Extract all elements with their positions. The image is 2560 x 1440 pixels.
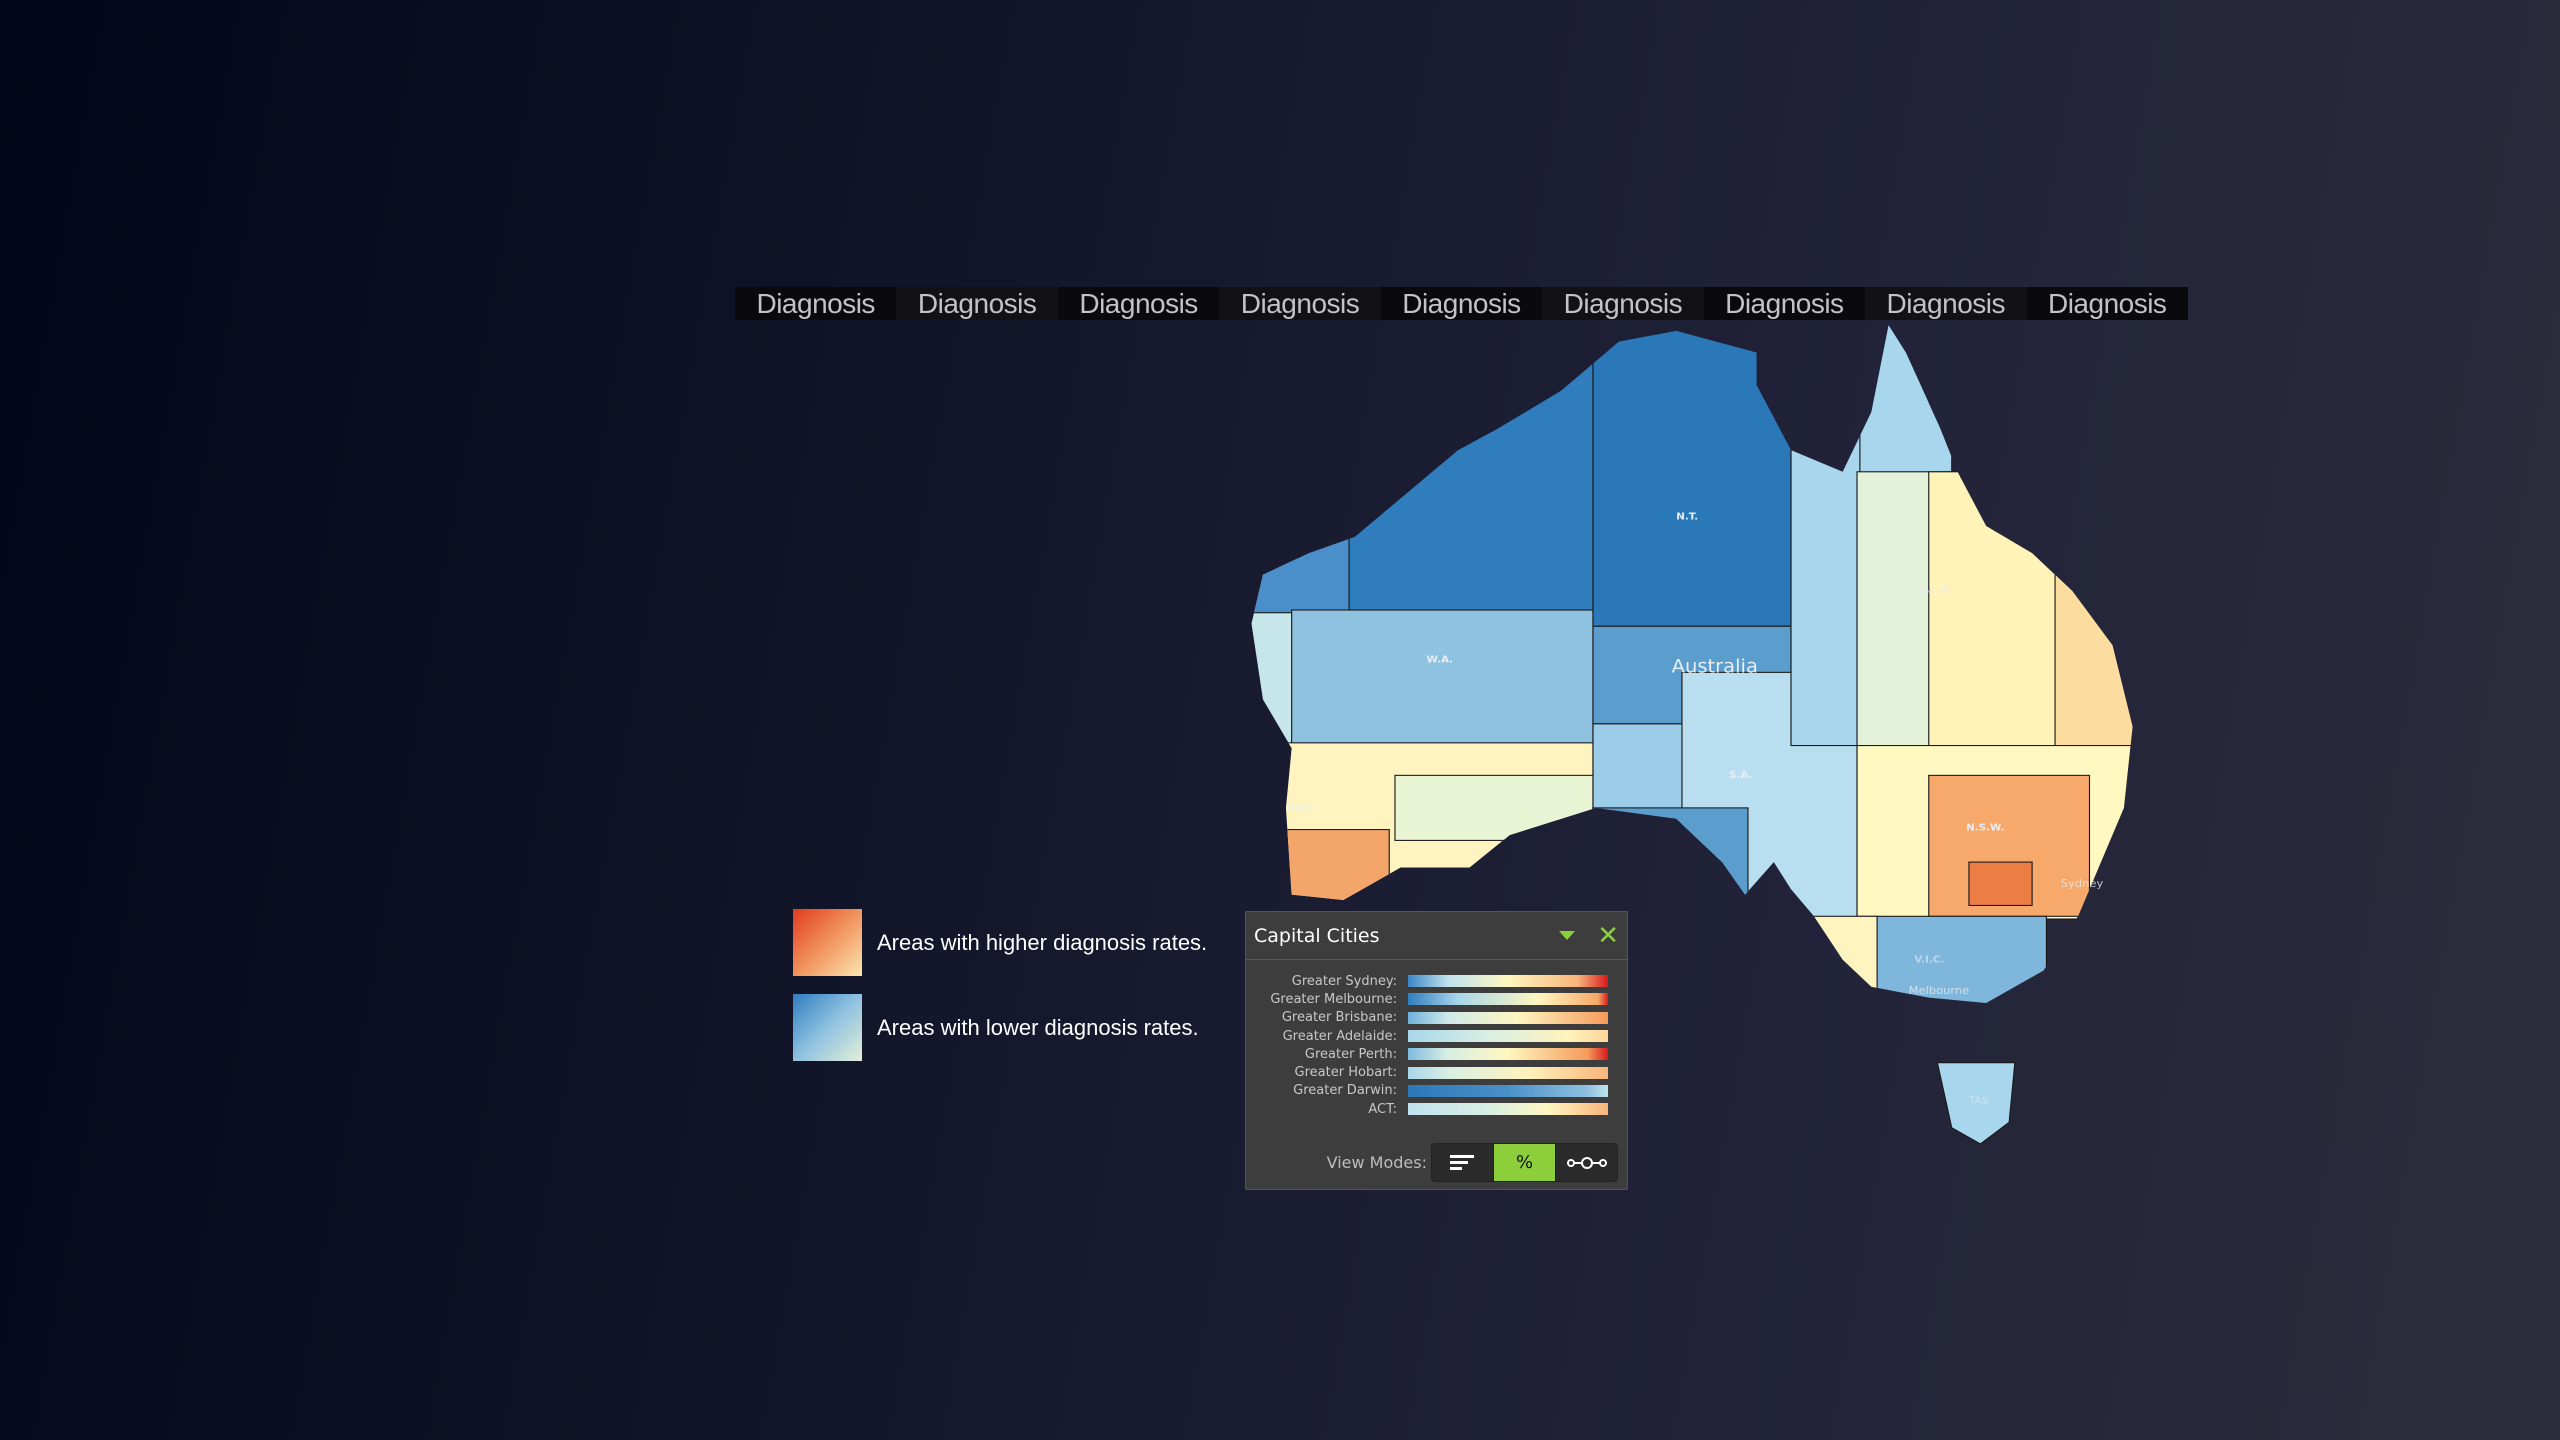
tab-diagnosis-7[interactable]: Diagnosis xyxy=(1725,288,1844,319)
city-row[interactable]: Greater Perth: xyxy=(1246,1045,1627,1063)
region-wa-northwest[interactable] xyxy=(1240,536,1356,614)
tab-diagnosis-2[interactable]: Diagnosis xyxy=(896,287,1058,320)
region-wa-southwest[interactable] xyxy=(1273,829,1390,917)
city-distribution-bar xyxy=(1408,1103,1608,1116)
city-distribution-bar xyxy=(1408,1011,1608,1024)
city-distribution-bar xyxy=(1408,1030,1608,1043)
label-wa: W.A. xyxy=(1427,655,1454,666)
tab-diagnosis-5[interactable]: Diagnosis xyxy=(1402,288,1521,319)
caret-down-icon[interactable] xyxy=(1559,931,1576,940)
city-row[interactable]: Greater Melbourne: xyxy=(1246,990,1627,1008)
label-sa: S.A. xyxy=(1729,770,1752,781)
legend-label-higher: Areas with higher diagnosis rates. xyxy=(877,929,1208,955)
tab-diagnosis-4[interactable]: Diagnosis xyxy=(1219,287,1381,320)
region-wa-north[interactable] xyxy=(1348,320,1594,611)
city-distribution-bar xyxy=(1408,1066,1608,1079)
view-modes: View Modes: % xyxy=(1246,1143,1627,1182)
bars-icon xyxy=(1449,1154,1474,1170)
view-mode-percent-button[interactable]: % xyxy=(1493,1144,1555,1181)
label-melbourne: Melbourne xyxy=(1909,984,1970,997)
city-distribution-bar xyxy=(1408,993,1608,1006)
legend-swatch-lower xyxy=(793,994,862,1061)
city-label: ACT: xyxy=(1368,1101,1397,1117)
region-vic-west[interactable] xyxy=(1813,915,1878,1014)
label-qld: Q.L.D. xyxy=(1917,585,1953,596)
view-mode-group: % xyxy=(1431,1143,1618,1182)
label-nt: N.T. xyxy=(1676,512,1698,523)
label-vic: V.I.C. xyxy=(1914,955,1944,966)
range-icon xyxy=(1566,1156,1607,1169)
city-row[interactable]: Greater Adelaide: xyxy=(1246,1027,1627,1045)
australia-choropleth-map[interactable]: N.T. W.A. Q.L.D. Australia S.A. N.S.W. V… xyxy=(1240,320,2140,1170)
city-label: Greater Hobart: xyxy=(1294,1065,1397,1081)
label-nsw: N.S.W. xyxy=(1966,823,2004,834)
city-distribution-bar xyxy=(1408,1084,1608,1097)
legend-label-lower: Areas with lower diagnosis rates. xyxy=(877,1014,1199,1040)
region-qld-coast[interactable] xyxy=(2054,563,2140,747)
city-row[interactable]: ACT: xyxy=(1246,1100,1627,1118)
city-rows: Greater Sydney: Greater Melbourne: Greater… xyxy=(1246,960,1627,1118)
region-nt-north[interactable] xyxy=(1592,320,1792,627)
view-mode-bars-button[interactable] xyxy=(1432,1144,1493,1181)
city-row[interactable]: Greater Sydney: xyxy=(1246,972,1627,990)
close-icon[interactable]: ✕ xyxy=(1597,920,1619,951)
panel-title: Capital Cities xyxy=(1254,924,1380,947)
legend-lower: Areas with lower diagnosis rates. xyxy=(793,994,1199,1061)
region-wa-southeast[interactable] xyxy=(1394,774,1594,841)
capital-cities-panel: Capital Cities ✕ Greater Sydney: Greater … xyxy=(1245,911,1628,1190)
city-distribution-bar xyxy=(1408,1048,1608,1061)
label-perth: Perth xyxy=(1287,802,1317,815)
tab-diagnosis-1[interactable]: Diagnosis xyxy=(756,288,875,319)
city-label: Greater Brisbane: xyxy=(1281,1010,1397,1026)
tab-diagnosis-9[interactable]: Diagnosis xyxy=(2047,288,2167,319)
city-label: Greater Perth: xyxy=(1304,1046,1397,1062)
city-label: Greater Darwin: xyxy=(1293,1083,1397,1099)
label-tas: TAS xyxy=(1968,1096,1988,1107)
city-distribution-bar xyxy=(1408,975,1608,988)
label-country: Australia xyxy=(1672,656,1758,677)
region-tasmania[interactable] xyxy=(1936,1062,2016,1145)
tab-diagnosis-6[interactable]: Diagnosis xyxy=(1542,287,1704,320)
city-row[interactable]: Greater Brisbane: xyxy=(1246,1009,1627,1027)
region-sa-coast[interactable] xyxy=(1592,807,1749,917)
legend-swatch-higher xyxy=(793,909,862,976)
tab-diagnosis-8[interactable]: Diagnosis xyxy=(1865,287,2027,320)
region-nsw-core[interactable] xyxy=(1968,861,2033,907)
legend-higher: Areas with higher diagnosis rates. xyxy=(793,909,1207,976)
label-sydney: Sydney xyxy=(2061,877,2104,890)
city-row[interactable]: Greater Hobart: xyxy=(1246,1063,1627,1081)
region-qld-cape-york[interactable] xyxy=(1859,320,1953,484)
tab-diagnosis-3[interactable]: Diagnosis xyxy=(1079,288,1198,319)
region-vic[interactable] xyxy=(1856,915,2048,1014)
city-label: Greater Melbourne: xyxy=(1270,991,1397,1007)
view-modes-label: View Modes: xyxy=(1326,1153,1427,1172)
city-label: Greater Sydney: xyxy=(1291,973,1397,989)
panel-header: Capital Cities ✕ xyxy=(1246,912,1627,960)
city-row[interactable]: Greater Darwin: xyxy=(1246,1082,1627,1100)
view-mode-range-button[interactable] xyxy=(1555,1144,1617,1181)
tab-bar: Diagnosis Diagnosis Diagnosis Diagnosis … xyxy=(735,287,2188,320)
city-label: Greater Adelaide: xyxy=(1282,1028,1397,1044)
